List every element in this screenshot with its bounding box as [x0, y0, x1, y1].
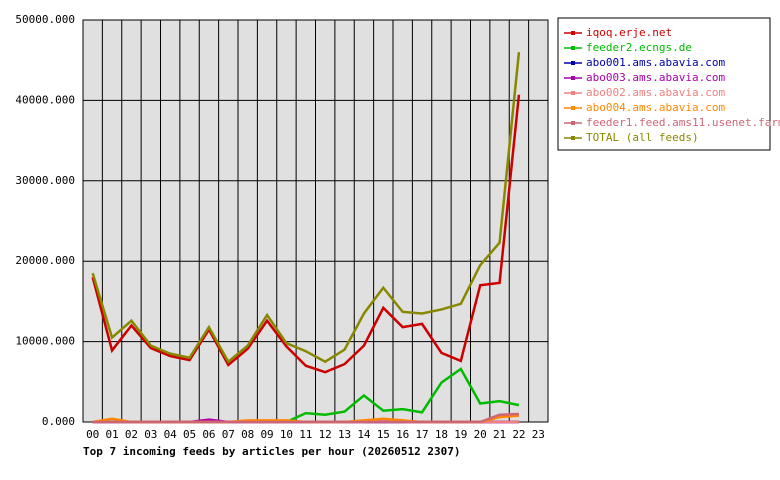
x-tick-label: 18 — [435, 428, 448, 441]
x-tick-label: 04 — [164, 428, 178, 441]
legend-label: feeder2.ecngs.de — [586, 41, 692, 54]
series-line — [91, 52, 521, 364]
legend — [557, 17, 771, 151]
x-tick-label: 08 — [241, 428, 254, 441]
y-tick-label: 0.000 — [42, 415, 75, 428]
y-tick-label: 20000.000 — [15, 254, 75, 267]
x-tick-label: 14 — [357, 428, 371, 441]
x-tick-label: 11 — [299, 428, 312, 441]
legend-label: abo002.ams.abavia.com — [586, 86, 725, 99]
x-tick-label: 12 — [319, 428, 332, 441]
y-tick-label: 30000.000 — [15, 174, 75, 187]
x-tick-label: 06 — [202, 428, 215, 441]
legend-marker — [571, 76, 575, 80]
x-tick-label: 00 — [86, 428, 99, 441]
legend-marker — [571, 106, 575, 110]
legend-marker — [571, 91, 575, 95]
y-tick-label: 10000.000 — [15, 335, 75, 348]
series-line — [91, 94, 521, 374]
x-tick-label: 07 — [222, 428, 235, 441]
legend-label: feeder1.feed.ams11.usenet.farm — [586, 116, 780, 129]
legend-label: abo004.ams.abavia.com — [586, 101, 725, 114]
legend-label: abo003.ams.abavia.com — [586, 71, 725, 84]
x-tick-label: 01 — [105, 428, 118, 441]
x-tick-label: 19 — [454, 428, 467, 441]
legend-label: TOTAL (all feeds) — [586, 131, 699, 144]
legend-marker — [571, 31, 575, 35]
x-tick-label: 23 — [532, 428, 545, 441]
x-tick-label: 21 — [493, 428, 506, 441]
x-tick-label: 09 — [260, 428, 273, 441]
x-tick-label: 22 — [512, 428, 525, 441]
legend-label: abo001.ams.abavia.com — [586, 56, 725, 69]
y-tick-label: 50000.000 — [15, 13, 75, 26]
x-tick-label: 17 — [415, 428, 428, 441]
legend-marker — [571, 136, 575, 140]
y-tick-label: 40000.000 — [15, 93, 75, 106]
legend-marker — [571, 46, 575, 50]
x-tick-label: 20 — [474, 428, 487, 441]
x-tick-label: 16 — [396, 428, 409, 441]
x-tick-label: 13 — [338, 428, 351, 441]
x-tick-label: 10 — [280, 428, 293, 441]
legend-marker — [571, 61, 575, 65]
chart-title: Top 7 incoming feeds by articles per hou… — [83, 445, 461, 458]
legend-marker — [571, 121, 575, 125]
x-tick-label: 03 — [144, 428, 157, 441]
x-tick-label: 15 — [377, 428, 390, 441]
series-line — [92, 412, 519, 424]
x-tick-label: 05 — [183, 428, 196, 441]
legend-label: iqoq.erje.net — [586, 26, 672, 39]
x-tick-label: 02 — [125, 428, 138, 441]
